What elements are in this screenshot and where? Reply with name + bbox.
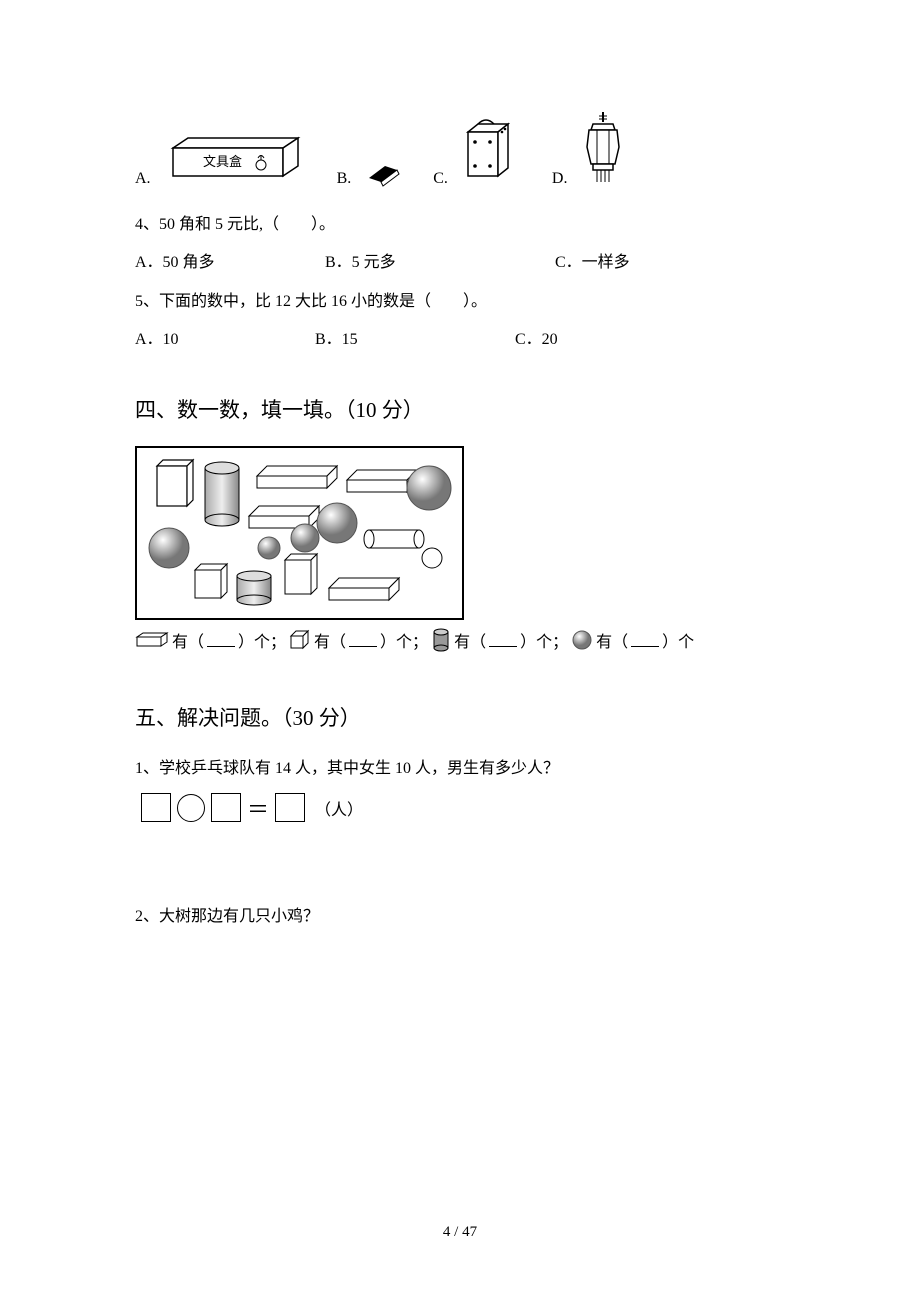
countC-post: ）个； [520,628,568,652]
dice-icon [460,118,518,188]
q3-options: A. 文具盒 B. C. [135,110,820,188]
q4-options: A．50 角多 B．5 元多 C．一样多 [135,248,820,278]
blank [207,632,235,647]
eq-box [141,793,171,822]
q4-optB: B．5 元多 [325,248,555,278]
equation-row: ＝ （人） [141,792,820,824]
blank [489,632,517,647]
page-footer: 4 / 47 [0,1224,920,1241]
cuboid-icon [135,631,169,649]
q5-stem: 5、下面的数中，比 12 大比 16 小的数是（ ）。 [135,287,820,317]
blank [631,632,659,647]
svg-text:文具盒: 文具盒 [203,154,242,169]
sphere-icon [571,629,593,651]
countD-post: ）个 [662,628,694,652]
blank [349,632,377,647]
countD-pre: 有（ [596,628,628,652]
cube-icon [289,629,311,651]
q3-optD-label: D. [552,170,568,188]
q3-optC-label: C. [433,170,448,188]
eq-circle [177,794,205,822]
countA-pre: 有（ [172,628,204,652]
countA-post: ）个； [238,628,286,652]
cylinder-icon [431,628,451,652]
eraser-icon [363,160,403,188]
section4-title: 四、数一数，填一填。（10 分） [135,394,820,424]
q3-optB-label: B. [337,170,352,188]
eq-box [275,793,305,822]
eq-box [211,793,241,822]
count-row: 有（ ）个； 有（ ）个； 有（ ）个； 有（ ）个 [135,628,820,652]
shapes-svg [137,448,462,618]
s5q2: 2、大树那边有几只小鸡？ [135,902,820,932]
unit: （人） [315,796,363,820]
q4-optC: C．一样多 [555,248,630,278]
q5-optC: C．20 [515,325,558,355]
q5-optB: B．15 [315,325,515,355]
q5-optA: A．10 [135,325,315,355]
countB-post: ）个； [380,628,428,652]
lantern-icon [579,110,627,188]
q3-optA-label: A. [135,170,151,188]
q4-optA: A．50 角多 [135,248,325,278]
countC-pre: 有（ [454,628,486,652]
q5-options: A．10 B．15 C．20 [135,325,820,355]
pencilbox-icon: 文具盒 [163,133,303,188]
section5-title: 五、解决问题。（30 分） [135,702,820,732]
q4-stem: 4、50 角和 5 元比,（ ）。 [135,210,820,240]
countB-pre: 有（ [314,628,346,652]
shapes-frame [135,446,464,620]
s5q1: 1、学校乒乓球队有 14 人，其中女生 10 人，男生有多少人？ [135,754,820,784]
equals-sign: ＝ [247,792,269,824]
